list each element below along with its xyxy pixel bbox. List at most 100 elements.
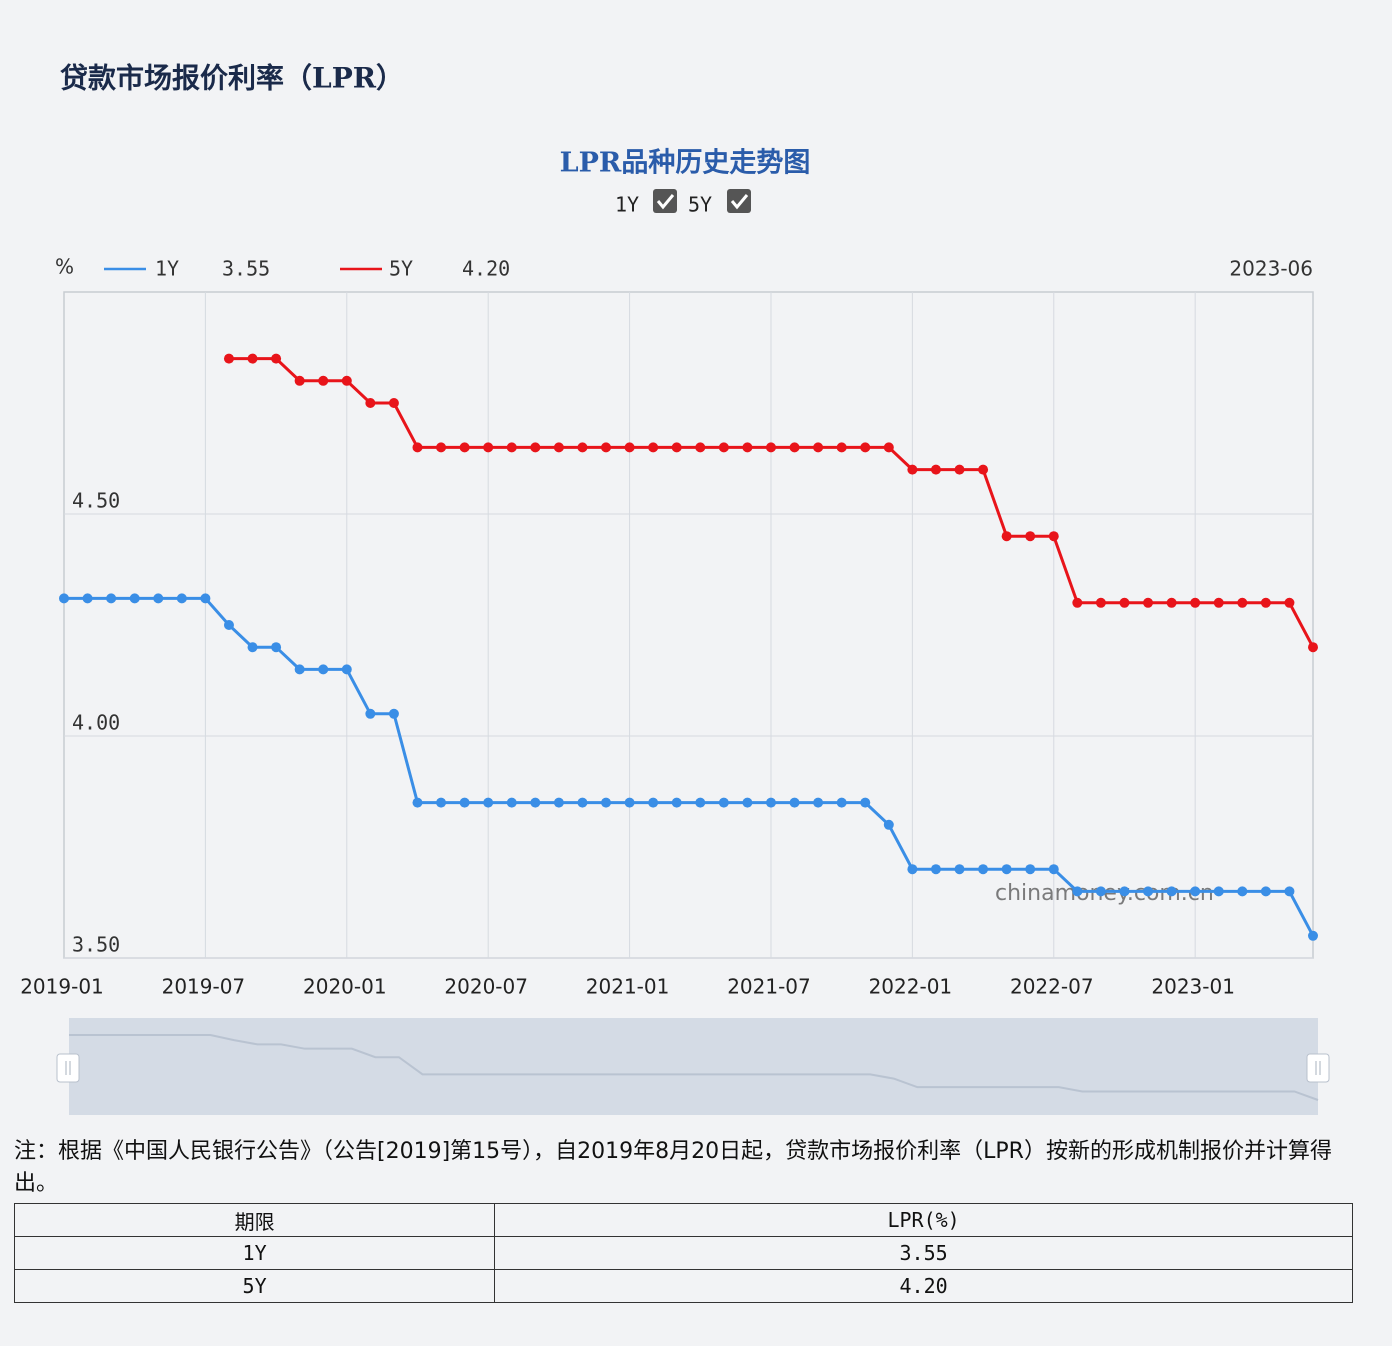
data-point (365, 708, 376, 719)
data-point (129, 593, 140, 604)
data-point (930, 864, 941, 875)
data-point (671, 442, 682, 453)
data-point (577, 797, 588, 808)
data-point (577, 442, 588, 453)
data-point (813, 442, 824, 453)
data-point (271, 642, 282, 653)
data-point (412, 797, 423, 808)
data-point (341, 664, 352, 675)
data-point (1260, 597, 1271, 608)
chart-title: LPR品种历史走势图 (560, 148, 811, 179)
data-point (907, 864, 918, 875)
data-point (1260, 886, 1271, 897)
data-point (1308, 642, 1318, 653)
zoom-navigator[interactable] (69, 1018, 1318, 1115)
data-point (1025, 864, 1036, 875)
checkmark (730, 194, 749, 210)
data-point (695, 797, 706, 808)
x-tick-label: 2021-07 (727, 975, 811, 999)
y-tick-label: 3.50 (72, 933, 120, 957)
data-point (388, 398, 399, 408)
data-point (1048, 864, 1059, 875)
data-point (601, 797, 612, 808)
data-point (718, 797, 729, 808)
data-point (318, 375, 329, 386)
data-point (1119, 886, 1130, 897)
data-point (601, 442, 612, 453)
data-point (365, 398, 376, 408)
data-point (742, 442, 753, 453)
data-point (223, 620, 234, 630)
toggle-label[interactable]: 5Y (688, 193, 712, 217)
data-point (294, 375, 305, 386)
data-point (553, 797, 564, 808)
data-point (907, 464, 918, 475)
data-point (530, 442, 541, 453)
checkmark (656, 194, 675, 210)
data-point (1190, 886, 1201, 897)
data-point (82, 593, 93, 604)
data-point (530, 797, 541, 808)
data-point (388, 708, 399, 719)
x-tick-label: 2021-01 (586, 975, 670, 999)
y-tick-label: 4.00 (72, 711, 120, 735)
data-point (1237, 597, 1248, 608)
data-point (742, 797, 753, 808)
data-point (412, 442, 423, 453)
zoom-handle[interactable] (1306, 1053, 1330, 1083)
data-point (318, 664, 329, 675)
data-point (836, 797, 847, 808)
data-point (860, 442, 871, 453)
x-tick-label: 2019-01 (20, 975, 104, 999)
x-tick-label: 2020-07 (444, 975, 528, 999)
data-point (718, 442, 729, 453)
x-tick-label: 2022-01 (869, 975, 953, 999)
data-point (648, 797, 659, 808)
data-point (1308, 930, 1318, 941)
data-point (1095, 886, 1106, 897)
data-point (624, 442, 635, 453)
data-point (789, 797, 800, 808)
data-point (247, 353, 258, 364)
data-point (954, 464, 965, 475)
navigator-line (69, 1034, 1319, 1101)
checkbox-box[interactable] (727, 189, 751, 213)
column-header: 期限 (13, 1203, 496, 1237)
cell: 5Y (13, 1269, 496, 1303)
data-point (341, 375, 352, 386)
data-point (483, 442, 494, 453)
data-point (506, 442, 517, 453)
checkbox[interactable] (653, 189, 677, 213)
data-point (789, 442, 800, 453)
zoom-handle[interactable] (56, 1053, 80, 1083)
data-point (1025, 531, 1036, 542)
data-point (883, 442, 894, 453)
cell: 1Y (13, 1236, 496, 1270)
data-point (1213, 886, 1224, 897)
data-point (1166, 597, 1177, 608)
data-point (1095, 597, 1106, 608)
data-point (59, 593, 69, 604)
data-point (294, 664, 305, 675)
data-point (459, 797, 470, 808)
data-point (1119, 597, 1130, 608)
data-point (695, 442, 706, 453)
toggle-label[interactable]: 1Y (615, 193, 639, 217)
data-point (271, 353, 282, 364)
data-point (1143, 886, 1154, 897)
data-point (765, 797, 776, 808)
checkbox[interactable] (727, 189, 751, 213)
cell: 4.20 (494, 1269, 1353, 1303)
cell: 3.55 (494, 1236, 1353, 1270)
x-tick-label: 2020-01 (303, 975, 387, 999)
data-point (765, 442, 776, 453)
data-point (883, 819, 894, 830)
data-point (436, 442, 447, 453)
data-point (1166, 886, 1177, 897)
data-point (106, 593, 117, 604)
data-point (1072, 597, 1083, 608)
checkbox-box[interactable] (653, 189, 677, 213)
data-point (459, 442, 470, 453)
data-point (553, 442, 564, 453)
